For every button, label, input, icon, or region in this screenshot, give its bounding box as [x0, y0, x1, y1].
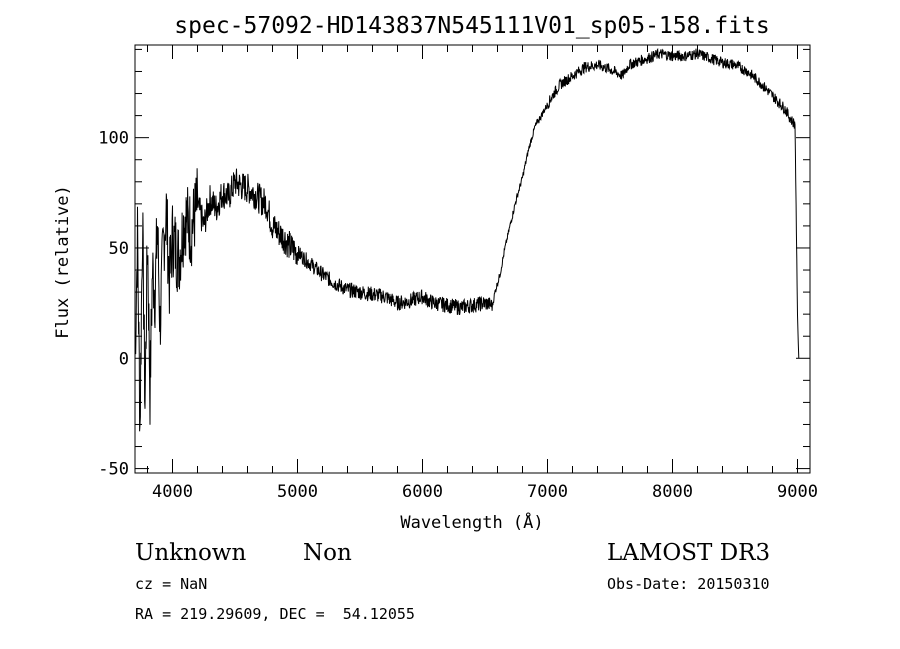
x-tick-label: 6000: [402, 482, 443, 502]
x-axis: 4000 5000 6000 7000 8000 9000: [147, 45, 818, 502]
plot-frame: [134, 44, 811, 474]
annotation-obs-date: Obs-Date: 20150310: [607, 575, 770, 593]
annotation-subclass: Non: [303, 540, 352, 566]
y-axis-label: Flux (relative): [53, 185, 73, 339]
chart-title: spec-57092-HD143837N545111V01_sp05-158.f…: [174, 13, 769, 39]
y-tick-label: 50: [109, 239, 129, 259]
y-tick-label: 0: [119, 349, 129, 369]
x-tick-label: 4000: [152, 482, 193, 502]
y-tick-label: -50: [98, 460, 129, 480]
x-tick-label: 8000: [652, 482, 693, 502]
x-tick-label: 5000: [277, 482, 318, 502]
annotation-class: Unknown: [135, 540, 246, 566]
x-axis-label: Wavelength (Å): [400, 511, 543, 533]
spectrum-line: [134, 47, 800, 432]
annotation-coordinates: RA = 219.29609, DEC = 54.12055: [135, 605, 415, 623]
y-axis: -50 0 50 100: [98, 48, 810, 480]
x-tick-label: 9000: [777, 482, 818, 502]
plot-border: [134, 44, 811, 474]
annotation-redshift: cz = NaN: [135, 575, 207, 593]
y-tick-label: 100: [98, 129, 129, 149]
x-tick-label: 7000: [527, 482, 568, 502]
annotation-survey: LAMOST DR3: [607, 540, 770, 566]
